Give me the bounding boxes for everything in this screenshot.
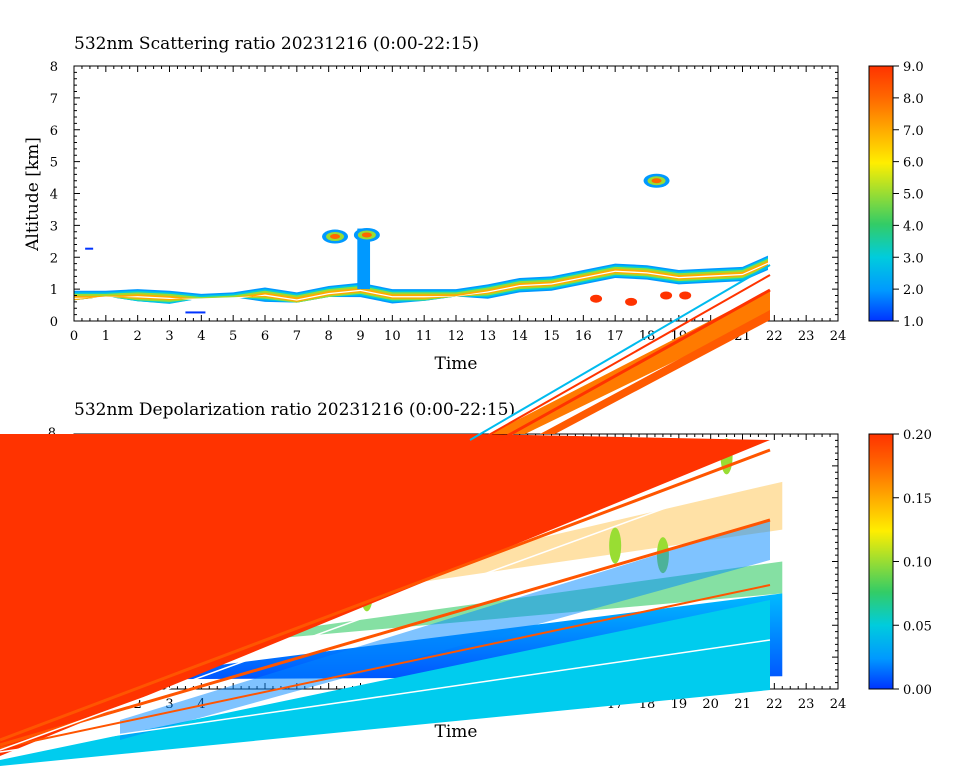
aerosol-blob [660,291,673,300]
boundary-layer-core [74,260,768,302]
colorbar-tick-label: 0.15 [903,492,932,507]
cloud-feature [361,232,372,238]
x-tick-label: 2 [134,329,142,344]
colorbar-tick-label: 0.10 [903,556,932,571]
y-tick-label: 3 [50,219,58,234]
y-tick-label: 7 [50,92,58,107]
small-echo [185,311,206,314]
y-tick-label: 5 [50,156,58,171]
scattering-ratio-panel: 532nm Scattering ratio 20231216 (0:00-22… [23,34,924,374]
artifact-line [479,274,771,441]
depol-feature [609,527,622,564]
artifact-line [0,469,771,751]
colorbar-tick-label: 3.0 [903,251,924,266]
artifact-line [0,448,771,742]
boundary-layer-inner [74,262,768,301]
aerosol-blob [590,294,603,303]
colorbar-tick-label: 0.20 [903,428,932,443]
artifact-line [0,584,771,749]
depolarization-colorbar [868,433,894,690]
x-tick-label: 16 [575,329,592,344]
cloud-feature [651,178,662,184]
x-tick-label: 9 [356,329,364,344]
scattering-plot-frame [73,65,839,322]
x-tick-label: 4 [197,329,205,344]
y-tick-label: 2 [50,251,58,266]
boundary-layer-band [74,257,768,304]
x-tick-label: 5 [229,329,237,344]
x-tick-label: 13 [480,329,497,344]
aerosol-blob [679,291,692,300]
x-tick-label: 14 [511,329,528,344]
colorbar-tick-label: 8.0 [903,92,924,107]
x-tick-label: 8 [325,329,333,344]
colorbar-tick-label: 4.0 [903,219,924,234]
plume-column [357,228,371,290]
depolarization-x-axis-label: Time [435,722,478,742]
colorbar-tick-label: 0.00 [903,683,932,698]
x-tick-label: 11 [416,329,433,344]
x-tick-label: 3 [165,697,173,712]
x-tick-label: 20 [702,697,719,712]
colorbar-tick-label: 9.0 [903,60,924,75]
x-tick-label: 21 [734,697,751,712]
x-tick-label: 10 [384,329,401,344]
scattering-y-axis-label: Altitude [km] [23,137,43,252]
scattering-colorbar [868,65,894,322]
scattering-y-axis: 0 1 2 3 4 5 6 7 8 [50,60,838,330]
colorbar-tick-label: 0.05 [903,619,932,634]
artifact-stripe [490,290,770,434]
x-tick-label: 24 [830,329,847,344]
artifact-wedge [120,520,770,740]
scattering-ratio-data [74,173,768,314]
scattering-colorbar-ticks: 1.0 2.0 3.0 4.0 5.0 6.0 7.0 8.0 9.0 [893,60,924,330]
x-tick-label: 22 [766,697,783,712]
x-tick-label: 17 [607,329,624,344]
artifact-line [0,639,771,753]
x-tick-label: 6 [261,329,269,344]
x-tick-label: 1 [102,329,110,344]
y-tick-label: 6 [50,124,58,139]
cloud-feature [330,234,341,240]
x-tick-label: 7 [293,329,301,344]
x-tick-label: 23 [798,697,815,712]
x-tick-label: 22 [766,329,783,344]
scattering-ratio-title: 532nm Scattering ratio 20231216 (0:00-22… [74,34,479,54]
aerosol-blob [625,297,638,306]
y-tick-label: 1 [50,283,58,298]
colorbar-tick-label: 1.0 [903,315,924,330]
artifact-stripe [540,310,770,434]
colorbar-tick-label: 2.0 [903,283,924,298]
x-tick-label: 24 [830,697,847,712]
x-tick-label: 19 [671,697,688,712]
artifact-line [499,288,771,442]
small-echo [85,247,94,250]
colorbar-tick-label: 7.0 [903,124,924,139]
x-tick-label: 3 [165,329,173,344]
scattering-x-axis-label: Time [435,354,478,374]
colorbar-tick-label: 5.0 [903,188,924,203]
x-tick-label: 0 [70,329,78,344]
render-artifact-overlay [0,264,771,766]
y-tick-label: 0 [50,315,58,330]
depolarization-colorbar-ticks: 0.00 0.05 0.10 0.15 0.20 [893,428,932,698]
y-tick-label: 8 [50,60,58,75]
y-tick-label: 4 [50,188,58,203]
depolarization-y-tick-label: 8 [48,426,56,441]
artifact-line [0,518,771,747]
x-tick-label: 12 [448,329,465,344]
colorbar-tick-label: 6.0 [903,156,924,171]
x-tick-label: 23 [798,329,815,344]
depolarization-ratio-title: 532nm Depolarization ratio 20231216 (0:0… [74,400,515,420]
x-tick-label: 15 [543,329,560,344]
scattering-x-axis: 0123456789101112131415161718192021222324 [70,66,846,344]
artifact-line [469,264,771,441]
